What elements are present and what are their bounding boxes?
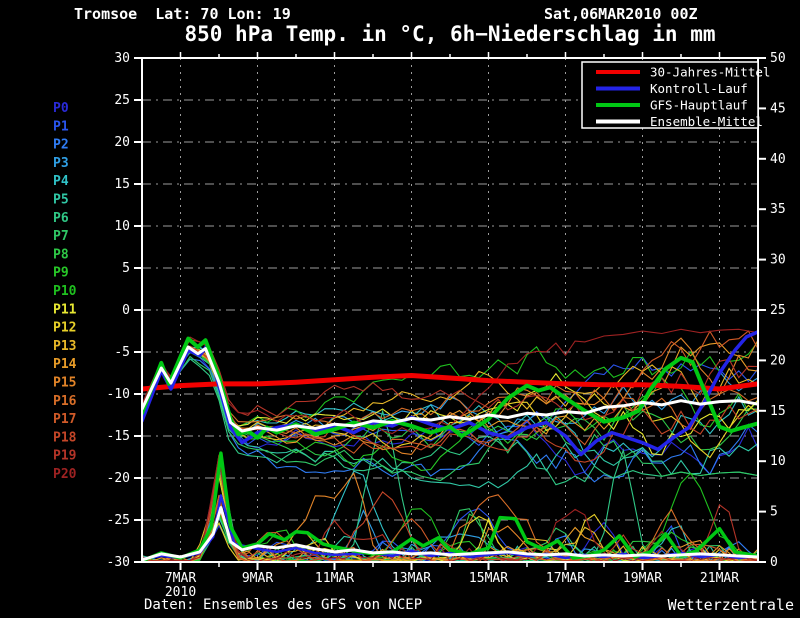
x-tick-label: 17MAR — [546, 571, 585, 586]
member-precip-line-P19 — [142, 460, 758, 562]
legend-label-kontroll-lauf: Kontroll-Lauf — [650, 81, 748, 96]
x-tick-label: 13MAR — [392, 571, 431, 586]
y-right-tick-label: 35 — [770, 202, 786, 217]
y-left-tick-label: -25 — [107, 513, 130, 528]
member-label-P2: P2 — [53, 138, 69, 153]
member-label-P8: P8 — [53, 247, 69, 262]
y-left-tick-label: 25 — [114, 93, 130, 108]
y-left-tick-label: 15 — [114, 177, 130, 192]
member-label-P13: P13 — [53, 339, 76, 354]
x-tick-label: 15MAR — [469, 571, 508, 586]
brand-label: Wetterzentrale — [667, 596, 794, 614]
member-label-P0: P0 — [53, 101, 69, 116]
x-tick-label: 11MAR — [315, 571, 354, 586]
y-left-tick-label: 5 — [122, 261, 130, 276]
axes-layer: 302520151050-5-10-15-20-25-3050454035302… — [107, 51, 786, 600]
member-label-P20: P20 — [53, 467, 77, 482]
chart-title: 850 hPa Temp. in °C, 6h−Niederschlag in … — [184, 22, 716, 46]
y-left-tick-label: -30 — [107, 555, 130, 570]
member-precip-line-P15 — [142, 472, 758, 562]
x-tick-label: 21MAR — [700, 571, 739, 586]
y-left-tick-label: 0 — [122, 303, 130, 318]
member-temp-line-P18 — [142, 347, 758, 463]
member-label-P7: P7 — [53, 229, 69, 244]
member-label-P9: P9 — [53, 266, 69, 281]
y-left-tick-label: 10 — [114, 219, 130, 234]
member-label-P17: P17 — [53, 412, 76, 427]
member-temp-line-P7 — [142, 355, 758, 482]
member-label-P3: P3 — [53, 156, 69, 171]
member-temp-line-P6 — [142, 358, 758, 486]
member-label-P4: P4 — [53, 174, 69, 189]
x-tick-label: 19MAR — [623, 571, 662, 586]
member-label-P16: P16 — [53, 394, 77, 409]
y-right-tick-label: 50 — [770, 51, 786, 66]
data-source-label: Daten: Ensembles des GFS von NCEP — [144, 597, 423, 613]
member-label-P15: P15 — [53, 376, 76, 391]
run-datetime-label: Sat,06MAR2010 00Z — [544, 5, 698, 23]
y-left-tick-label: -20 — [107, 471, 130, 486]
series-ensemble-mittel-temp-line — [142, 345, 758, 433]
member-label-P1: P1 — [53, 119, 69, 134]
y-right-tick-label: 20 — [770, 353, 786, 368]
member-label-P19: P19 — [53, 449, 76, 464]
y-right-tick-label: 25 — [770, 303, 786, 318]
member-label-P10: P10 — [53, 284, 77, 299]
y-left-tick-label: 20 — [114, 135, 130, 150]
member-temp-line-P5 — [142, 351, 758, 489]
y-right-tick-label: 15 — [770, 404, 786, 419]
member-temp-line-P2 — [142, 358, 758, 483]
member-label-P12: P12 — [53, 321, 76, 336]
y-left-tick-label: -15 — [107, 429, 130, 444]
series-ensemble-mittel-precip-line — [142, 506, 758, 562]
y-right-tick-label: 30 — [770, 253, 786, 268]
y-right-tick-label: 5 — [770, 505, 778, 520]
member-label-P14: P14 — [53, 357, 77, 372]
y-right-tick-label: 45 — [770, 101, 786, 116]
legend-label-gfs-hauptlauf: GFS-Hauptlauf — [650, 98, 748, 113]
x-tick-label: 9MAR — [242, 571, 273, 586]
legend-label-ensemble-mittel: Ensemble-Mittel — [650, 114, 763, 129]
member-temp-line-P10 — [142, 341, 758, 428]
member-label-P11: P11 — [53, 302, 77, 317]
y-left-tick-label: 30 — [114, 51, 130, 66]
x-tick-label: 7MAR — [165, 571, 196, 586]
y-left-tick-label: -10 — [107, 387, 130, 402]
member-label-list: P0 P1 P2 P3 P4 P5 P6 P7 P8 P9 P10 P11 P12 P13 P14 P15 P1… — [53, 101, 77, 482]
y-left-tick-label: -5 — [114, 345, 130, 360]
y-right-tick-label: 0 — [770, 555, 778, 570]
main-series-layer — [142, 330, 758, 562]
grid-layer — [142, 58, 758, 562]
member-temp-line-P13 — [142, 349, 758, 441]
member-label-P6: P6 — [53, 211, 69, 226]
y-right-tick-label: 40 — [770, 152, 786, 167]
member-label-P5: P5 — [53, 193, 69, 208]
member-label-P18: P18 — [53, 430, 77, 445]
member-precip-line-P12 — [142, 513, 758, 562]
year-label: 2010 — [165, 585, 196, 600]
legend-label-30-jahres-mittel: 30-Jahres-Mittel — [650, 65, 770, 80]
y-right-tick-label: 10 — [770, 454, 786, 469]
station-label: Tromsoe Lat: 70 Lon: 19 — [74, 5, 291, 23]
